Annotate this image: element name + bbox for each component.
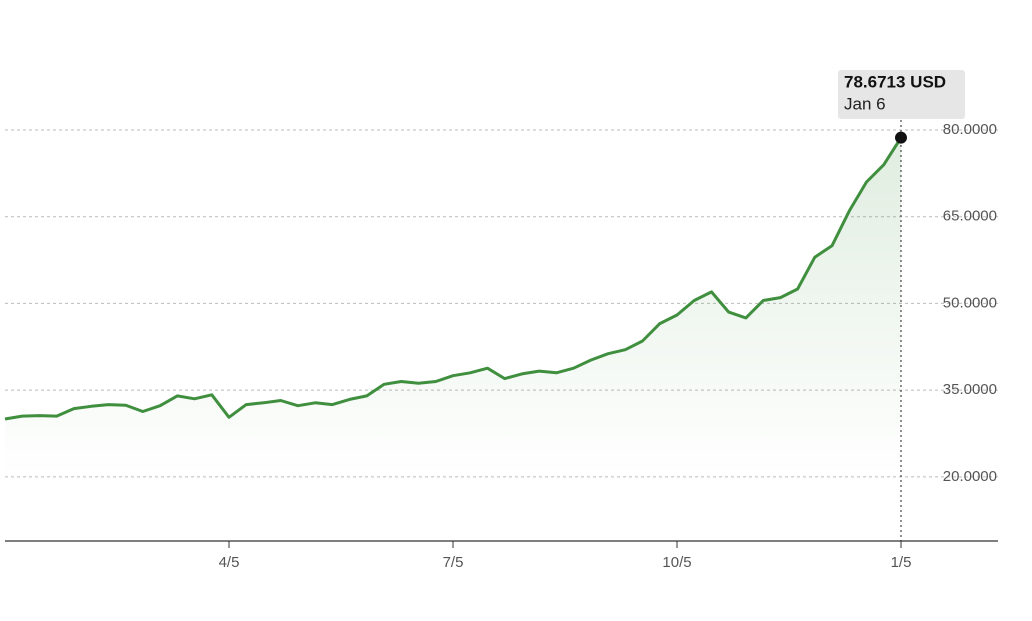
- y-tick-label: 65.0000: [943, 208, 997, 225]
- y-tick-label: 35.0000: [943, 381, 997, 398]
- tooltip-date: Jan 6: [844, 94, 886, 113]
- y-tick-label: 80.0000: [943, 121, 997, 138]
- price-line: [4, 136, 903, 421]
- y-tick-label: 20.0000: [943, 468, 997, 485]
- y-tick-label: 50.0000: [943, 294, 997, 311]
- x-tick-label: 1/5: [891, 554, 912, 571]
- area-fill: [5, 137, 901, 477]
- last-point: [895, 131, 907, 144]
- x-tick-label: 4/5: [219, 554, 240, 571]
- tooltip-value: 78.6713 USD: [844, 72, 946, 91]
- tooltip-box: [838, 70, 965, 119]
- x-tick-label: 7/5: [443, 554, 464, 571]
- x-tick-label: 10/5: [662, 554, 691, 571]
